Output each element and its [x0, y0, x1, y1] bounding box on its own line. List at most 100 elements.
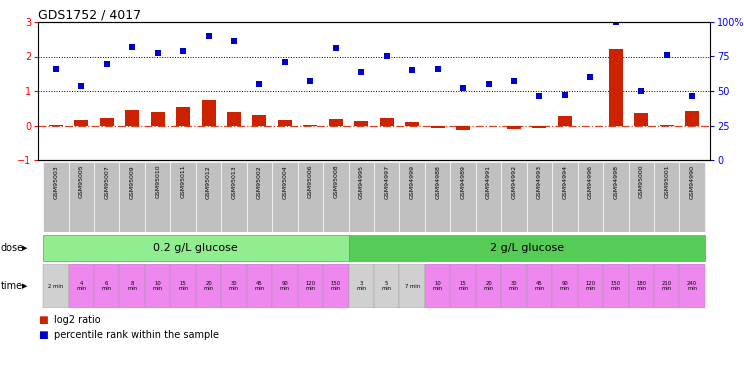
Text: GSM95012: GSM95012 — [206, 165, 211, 198]
Text: GSM95007: GSM95007 — [104, 165, 109, 198]
Text: 10
min: 10 min — [153, 281, 163, 291]
Bar — [348, 264, 374, 308]
Bar — [552, 162, 577, 232]
Text: 180
min: 180 min — [636, 281, 647, 291]
Text: GSM95008: GSM95008 — [333, 165, 339, 198]
Text: GSM95004: GSM95004 — [283, 165, 287, 198]
Bar — [68, 162, 94, 232]
Bar — [323, 264, 348, 308]
Bar — [552, 264, 577, 308]
Bar — [247, 264, 272, 308]
Text: GSM94991: GSM94991 — [486, 165, 491, 199]
Bar — [221, 162, 247, 232]
Bar — [609, 49, 623, 126]
Text: GSM94988: GSM94988 — [435, 165, 440, 199]
Text: ■: ■ — [38, 330, 48, 340]
Text: 120
min: 120 min — [586, 281, 595, 291]
Bar — [94, 264, 120, 308]
Bar — [476, 162, 501, 232]
Bar — [501, 264, 527, 308]
Bar — [374, 162, 400, 232]
Bar — [49, 125, 62, 126]
Bar — [476, 264, 501, 308]
Bar — [629, 264, 654, 308]
Text: GSM94992: GSM94992 — [512, 165, 516, 199]
Bar — [425, 264, 450, 308]
Bar — [685, 111, 699, 126]
Text: percentile rank within the sample: percentile rank within the sample — [54, 330, 219, 340]
Text: 210
min: 210 min — [661, 281, 672, 291]
Text: ■: ■ — [38, 315, 48, 325]
Bar — [431, 126, 445, 128]
Bar — [660, 125, 674, 126]
Bar — [170, 264, 196, 308]
Bar — [74, 120, 89, 126]
Bar — [94, 162, 120, 232]
Text: GSM95000: GSM95000 — [639, 165, 644, 198]
Bar — [150, 112, 164, 126]
Text: dose: dose — [1, 243, 24, 253]
Text: 45
min: 45 min — [254, 281, 265, 291]
Text: 4
min: 4 min — [76, 281, 86, 291]
Bar — [679, 264, 705, 308]
Bar — [227, 112, 241, 126]
Text: GSM94997: GSM94997 — [384, 165, 389, 199]
Bar — [400, 264, 425, 308]
Bar — [125, 110, 139, 126]
Bar — [654, 162, 679, 232]
Bar — [450, 162, 476, 232]
Text: 2 min: 2 min — [48, 284, 63, 288]
Bar — [43, 234, 348, 261]
Bar — [348, 162, 374, 232]
Text: 6
min: 6 min — [102, 281, 112, 291]
Text: 7 min: 7 min — [405, 284, 420, 288]
Bar — [272, 162, 298, 232]
Bar — [323, 162, 348, 232]
Bar — [679, 162, 705, 232]
Text: 10
min: 10 min — [432, 281, 443, 291]
Bar — [405, 122, 419, 126]
Text: GDS1752 / 4017: GDS1752 / 4017 — [38, 8, 141, 21]
Text: log2 ratio: log2 ratio — [54, 315, 101, 325]
Bar — [577, 162, 603, 232]
Bar — [252, 115, 266, 126]
Text: 2 g/L glucose: 2 g/L glucose — [490, 243, 564, 253]
Bar — [507, 126, 521, 129]
Text: 150
min: 150 min — [331, 281, 341, 291]
Text: ▶: ▶ — [22, 245, 28, 251]
Text: 240
min: 240 min — [687, 281, 697, 291]
Text: time: time — [1, 281, 23, 291]
Text: GSM95010: GSM95010 — [155, 165, 160, 198]
Bar — [577, 264, 603, 308]
Bar — [501, 162, 527, 232]
Bar — [298, 162, 323, 232]
Bar — [456, 126, 470, 130]
Text: GSM94994: GSM94994 — [562, 165, 568, 199]
Text: 3
min: 3 min — [356, 281, 366, 291]
Bar — [43, 162, 68, 232]
Text: 150
min: 150 min — [611, 281, 621, 291]
Bar — [100, 118, 114, 126]
Text: 5
min: 5 min — [382, 281, 392, 291]
Text: 30
min: 30 min — [509, 281, 519, 291]
Bar — [603, 264, 629, 308]
Text: GSM95011: GSM95011 — [181, 165, 185, 198]
Bar — [120, 264, 145, 308]
Text: GSM94995: GSM94995 — [359, 165, 364, 199]
Bar — [272, 264, 298, 308]
Bar — [329, 119, 343, 126]
Bar — [379, 118, 394, 126]
Text: GSM94996: GSM94996 — [588, 165, 593, 199]
Bar — [120, 162, 145, 232]
Bar — [527, 162, 552, 232]
Text: GSM95005: GSM95005 — [79, 165, 84, 198]
Bar — [145, 162, 170, 232]
Text: 45
min: 45 min — [534, 281, 545, 291]
Text: GSM95006: GSM95006 — [308, 165, 313, 198]
Bar — [603, 162, 629, 232]
Bar — [450, 264, 476, 308]
Text: 20
min: 20 min — [203, 281, 214, 291]
Text: 20
min: 20 min — [484, 281, 493, 291]
Bar — [354, 122, 368, 126]
Bar — [348, 234, 705, 261]
